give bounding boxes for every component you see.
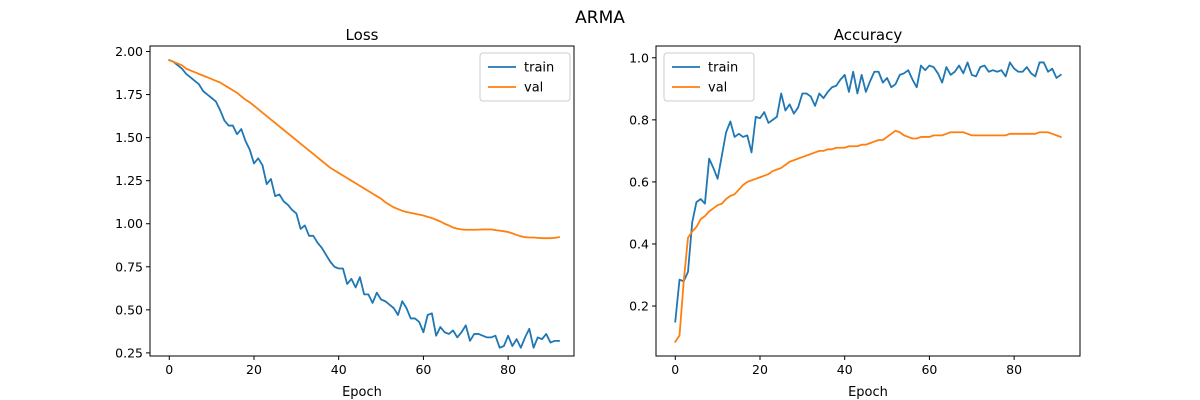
loss-plot-frame (149, 45, 575, 357)
accuracy-x-tick-label: 20 (752, 362, 768, 377)
accuracy-x-tick-label: 40 (837, 362, 853, 377)
loss-y-tick-label: 1.25 (115, 173, 143, 188)
accuracy-axes: 0 20 40 60 80 0.2 0.4 0.6 0.8 1.0 train val (629, 45, 1081, 377)
loss-legend-label-train: train (524, 61, 554, 76)
loss-y-tick-label: 1.50 (115, 130, 143, 145)
accuracy-plot-frame (655, 45, 1081, 357)
accuracy-series-train-line (674, 61, 1062, 323)
accuracy-panel: Accuracy Epoch (834, 26, 903, 400)
loss-y-tick-label: 1.00 (115, 216, 143, 231)
accuracy-title: Accuracy (834, 26, 903, 44)
loss-panel: Loss Epoch (342, 26, 382, 400)
loss-y-tick-label: 0.25 (115, 345, 143, 360)
loss-y-tick-label: 0.75 (115, 259, 143, 274)
loss-x-tick-label: 40 (331, 362, 347, 377)
accuracy-y-tick-label: 0.6 (629, 174, 649, 189)
loss-x-tick-label: 80 (500, 362, 516, 377)
loss-legend-box (479, 52, 571, 102)
accuracy-y-tick-label: 0.2 (629, 299, 649, 314)
accuracy-legend-label-val: val (708, 81, 727, 96)
accuracy-y-tick-label: 0.4 (629, 236, 649, 251)
loss-x-tick-label: 0 (165, 362, 173, 377)
accuracy-y-tick-label: 1.0 (629, 50, 649, 65)
loss-y-tick-label: 0.50 (115, 302, 143, 317)
accuracy-x-tick-label: 80 (1006, 362, 1022, 377)
loss-title: Loss (346, 26, 379, 44)
accuracy-series-val-line (674, 129, 1062, 343)
loss-y-tick-label: 1.75 (115, 87, 143, 102)
loss-x-tick-label: 60 (415, 362, 431, 377)
loss-legend-label-val: val (524, 81, 543, 96)
accuracy-x-axis-label: Epoch (848, 385, 888, 400)
loss-legend: train val (479, 52, 571, 102)
loss-series-val-line (168, 58, 560, 240)
loss-x-tick-label: 20 (246, 362, 262, 377)
accuracy-legend-label-train: train (708, 61, 738, 76)
accuracy-legend: train val (663, 52, 755, 102)
accuracy-y-tick-label: 0.8 (629, 112, 649, 127)
accuracy-legend-box (663, 52, 755, 102)
loss-y-tick-label: 2.00 (115, 44, 143, 59)
accuracy-x-tick-label: 0 (671, 362, 679, 377)
figure-title: ARMA (575, 8, 625, 28)
loss-x-axis-label: Epoch (342, 385, 382, 400)
loss-series-train-line (168, 58, 560, 349)
accuracy-x-tick-label: 60 (921, 362, 937, 377)
loss-axes: 0 20 40 60 80 0.25 0.50 0.75 1.00 1.25 1.50 1.75 2.0… (115, 44, 575, 377)
